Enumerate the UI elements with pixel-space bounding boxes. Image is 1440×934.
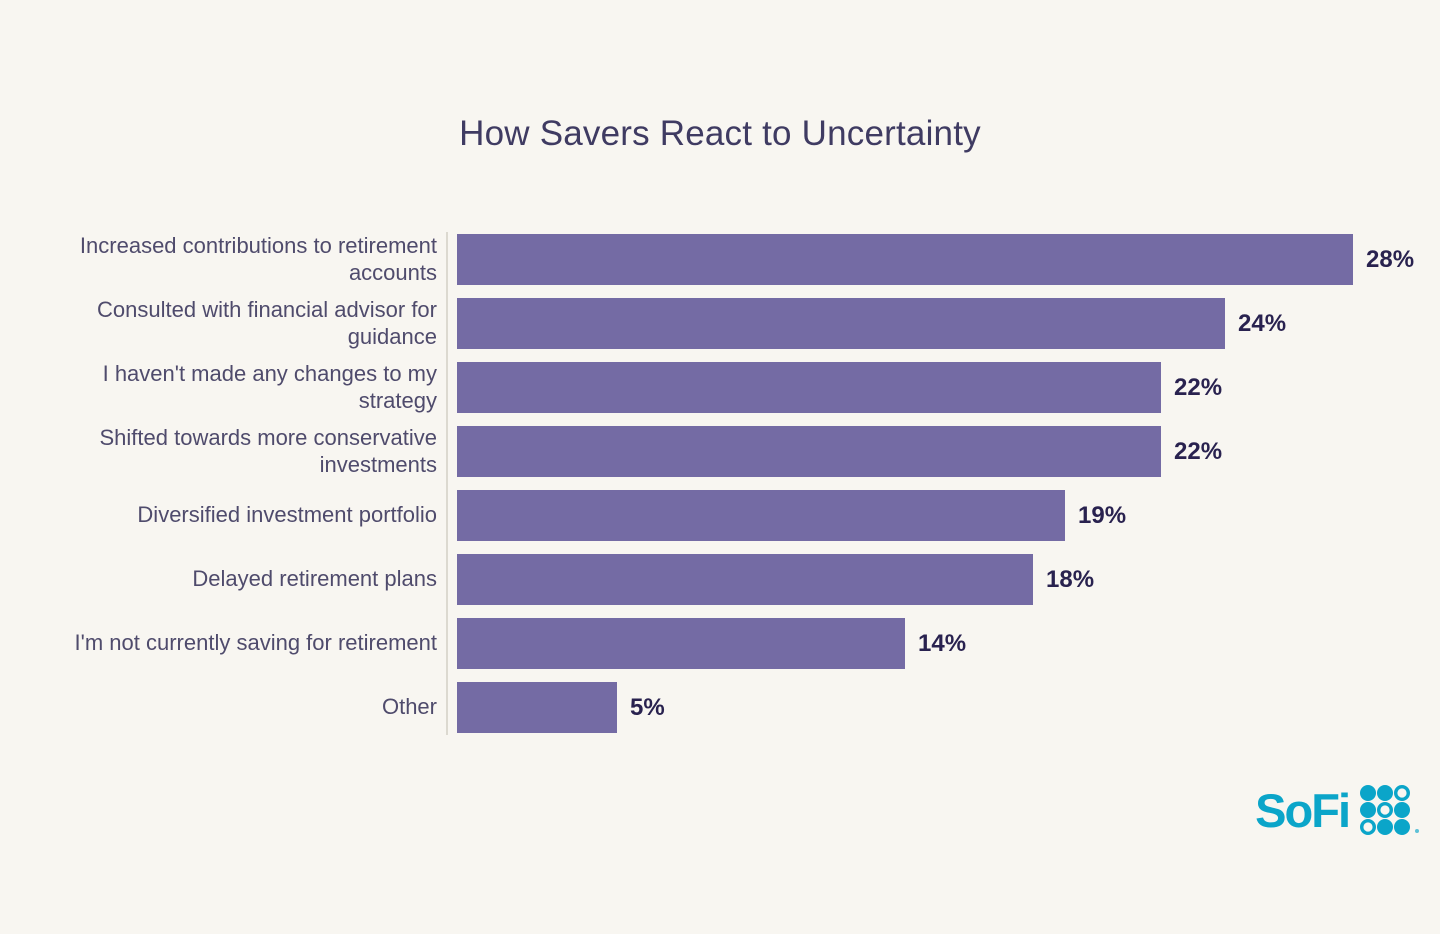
sofi-dot-grid-icon xyxy=(1359,784,1411,836)
category-label: Diversified investment portfolio xyxy=(137,502,437,528)
value-label: 24% xyxy=(1238,309,1287,337)
category-label: I haven't made any changes to my strateg… xyxy=(102,361,437,413)
bar xyxy=(457,362,1161,413)
bar xyxy=(457,490,1065,541)
category-label: Increased contributions to retirement ac… xyxy=(79,233,437,285)
value-label: 18% xyxy=(1046,565,1095,593)
sofi-logo: SoFi xyxy=(1255,784,1419,836)
chart-row: Diversified investment portfolio 19% xyxy=(56,490,1417,541)
bar-track: 24% xyxy=(446,298,1417,349)
bar-track: 14% xyxy=(446,618,1417,669)
bar xyxy=(457,234,1353,285)
value-label: 22% xyxy=(1174,437,1223,465)
bar xyxy=(457,618,905,669)
chart-row: Consulted with financial advisor for gui… xyxy=(56,297,1417,349)
trademark-dot-icon xyxy=(1415,829,1419,833)
bar-track: 19% xyxy=(446,490,1417,541)
chart-rows: Increased contributions to retirement ac… xyxy=(56,233,1417,733)
chart-row: Delayed retirement plans 18% xyxy=(56,554,1417,605)
bar xyxy=(457,682,617,733)
category-label: Consulted with financial advisor for gui… xyxy=(97,297,437,349)
chart-row: Increased contributions to retirement ac… xyxy=(56,233,1417,285)
bar xyxy=(457,426,1161,477)
value-label: 28% xyxy=(1366,245,1415,273)
bar-track: 22% xyxy=(446,426,1417,477)
value-label: 14% xyxy=(918,629,967,657)
value-label: 22% xyxy=(1174,373,1223,401)
bar-track: 5% xyxy=(446,682,1417,733)
sofi-wordmark: SoFi xyxy=(1255,783,1351,837)
value-label: 19% xyxy=(1078,501,1127,529)
bar xyxy=(457,298,1225,349)
value-label: 5% xyxy=(629,693,665,721)
bar-track: 18% xyxy=(446,554,1417,605)
y-axis-line xyxy=(446,232,448,735)
chart-row: Shifted towards more conservative invest… xyxy=(56,425,1417,477)
bar xyxy=(457,554,1033,605)
category-label: Shifted towards more conservative invest… xyxy=(99,425,438,477)
chart-title: How Savers React to Uncertainty xyxy=(459,114,981,153)
chart-row: I'm not currently saving for retirement 1… xyxy=(56,618,1417,669)
bar-chart: Increased contributions to retirement ac… xyxy=(56,232,1417,735)
chart-row: I haven't made any changes to my strateg… xyxy=(56,361,1417,413)
chart-row: Other 5% xyxy=(56,682,1417,733)
category-label: Delayed retirement plans xyxy=(192,566,437,592)
category-label: Other xyxy=(381,694,437,720)
category-label: I'm not currently saving for retirement xyxy=(74,630,437,656)
bar-track: 28% xyxy=(446,234,1417,285)
bar-track: 22% xyxy=(446,362,1417,413)
